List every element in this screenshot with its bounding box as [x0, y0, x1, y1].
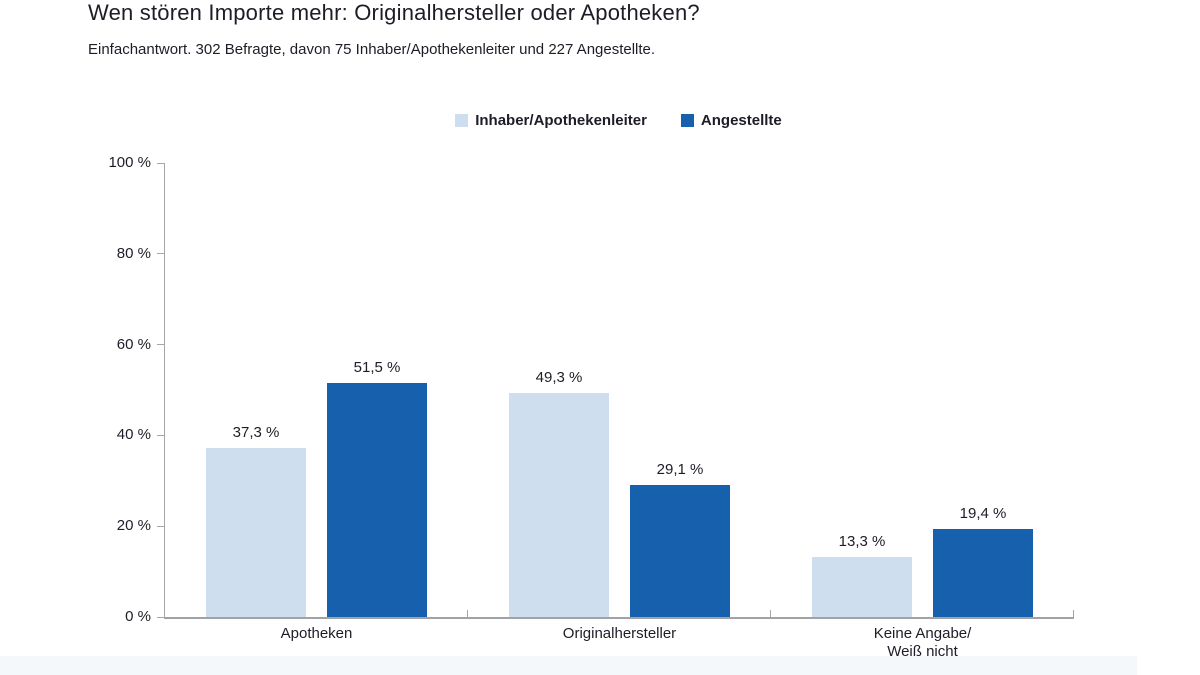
bar-value-label: 49,3 %: [535, 369, 583, 387]
footer-strip: [0, 656, 1137, 675]
y-axis-tick: [157, 434, 164, 436]
bar-value-label: 29,1 %: [656, 460, 704, 478]
legend-item-angestellte: Angestellte: [680, 112, 782, 129]
y-axis-label: 100 %: [108, 154, 151, 171]
y-axis-label: 40 %: [116, 426, 151, 444]
y-axis-label: 80 %: [116, 244, 151, 262]
legend-item-inhaber: Inhaber/Apothekenleiter: [455, 112, 647, 129]
bar-angestellte: [933, 528, 1033, 617]
bar-value-label: 51,5 %: [353, 359, 401, 377]
bar-inhaber: [206, 447, 306, 617]
legend-label: Angestellte: [700, 112, 782, 129]
y-axis-label: 60 %: [116, 335, 151, 353]
bar-inhaber: [509, 393, 609, 617]
legend: Inhaber/Apothekenleiter Angestellte: [164, 112, 1073, 129]
x-axis-category-label: Keine Angabe/ Weiß nicht: [873, 625, 972, 660]
bar-value-label: 13,3 %: [838, 532, 886, 550]
legend-label: Inhaber/Apothekenleiter: [475, 112, 647, 129]
bar-inhaber: [812, 556, 912, 617]
x-axis-category-label: Apotheken: [280, 625, 353, 642]
chart-subtitle: Einfachantwort. 302 Befragte, davon 75 I…: [88, 41, 656, 58]
y-axis-tick: [157, 616, 164, 618]
y-axis-tick: [157, 344, 164, 346]
chart-title: Wen stören Importe mehr: Originalherstel…: [88, 0, 700, 25]
x-axis-category-label: Originalhersteller: [562, 625, 677, 642]
legend-swatch-icon: [455, 114, 469, 127]
bar-group-2: 49,3 % 29,1 % Originalhersteller: [468, 163, 771, 642]
bar-group-1: 37,3 % 51,5 % Apotheken: [165, 163, 468, 642]
y-axis-label: 20 %: [116, 517, 151, 535]
bar-value-label: 37,3 %: [232, 423, 280, 441]
plot-area: 0 % 20 % 40 % 60 % 80 % 100 % 37,3 % 51,5 % Apot…: [108, 154, 1074, 660]
x-axis-tick: [1073, 610, 1074, 617]
y-axis-tick: [157, 253, 164, 255]
x-axis-tick: [467, 610, 468, 617]
bar-angestellte: [630, 484, 730, 617]
legend-swatch-icon: [680, 114, 694, 127]
x-axis-tick: [770, 610, 771, 617]
y-axis-tick: [157, 162, 164, 164]
bar-value-label: 19,4 %: [959, 504, 1007, 522]
bar-group-3: 13,3 % 19,4 % Keine Angabe/ Weiß nicht: [771, 163, 1074, 660]
bar-angestellte: [327, 383, 427, 617]
y-axis-tick: [157, 525, 164, 527]
y-axis-label: 0 %: [125, 608, 151, 625]
